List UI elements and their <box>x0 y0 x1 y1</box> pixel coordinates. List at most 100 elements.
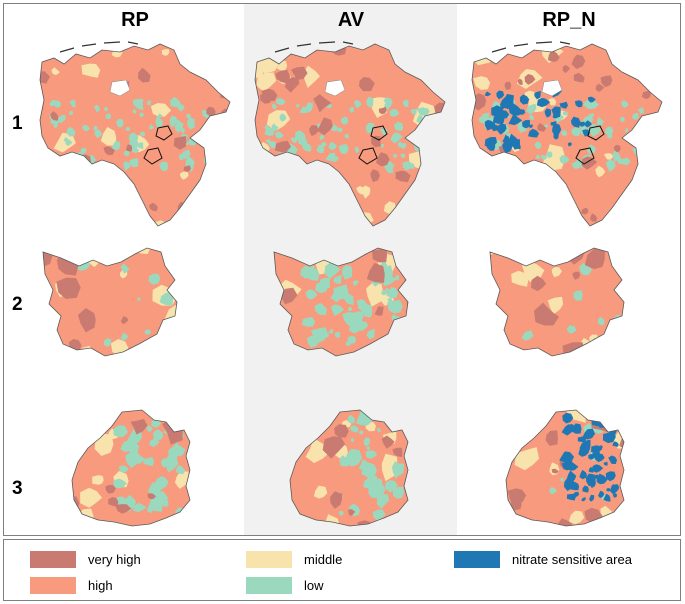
legend-label-very-high: very high <box>88 551 141 567</box>
nitrate-patch <box>562 412 574 424</box>
low-patch <box>146 100 151 106</box>
low-patch <box>125 126 131 131</box>
low-patch <box>93 104 100 113</box>
very-high-patch <box>513 212 526 226</box>
very-high-patch <box>71 199 85 217</box>
low-patch <box>63 137 69 142</box>
very-high-patch <box>80 185 94 199</box>
low-patch <box>129 158 139 168</box>
map-rp-n-3 <box>505 409 640 527</box>
very-high-patch <box>409 522 423 538</box>
low-patch <box>610 421 618 428</box>
very-high-patch <box>56 277 81 299</box>
very-high-patch <box>266 169 278 182</box>
region-outline <box>273 247 409 357</box>
low-patch <box>169 115 178 128</box>
low-patch <box>347 414 356 424</box>
low-patch <box>80 147 87 154</box>
low-patch <box>392 486 404 499</box>
middle-patch <box>551 267 562 278</box>
very-high-patch <box>313 94 332 113</box>
low-patch <box>372 509 386 521</box>
very-high-patch <box>227 75 230 89</box>
map-fill <box>255 44 445 226</box>
low-patch <box>168 414 177 423</box>
low-patch <box>180 127 185 133</box>
middle-patch <box>70 195 93 220</box>
low-patch <box>136 297 141 301</box>
low-patch <box>120 332 129 341</box>
nitrate-patch <box>499 97 512 109</box>
low-patch <box>170 96 181 108</box>
nitrate-patch <box>499 105 505 110</box>
low-patch <box>58 114 67 124</box>
very-high-patch <box>572 271 581 280</box>
low-patch <box>319 134 325 141</box>
middle-patch <box>228 180 230 191</box>
low-patch <box>147 499 163 512</box>
very-high-patch <box>595 83 605 92</box>
low-patch <box>290 137 298 143</box>
very-high-patch <box>285 77 300 93</box>
low-patch <box>49 100 57 107</box>
low-patch <box>333 284 349 301</box>
very-high-patch <box>584 248 606 270</box>
low-patch <box>350 437 355 442</box>
middle-patch <box>366 282 384 307</box>
nitrate-patch <box>567 142 572 147</box>
legend-label-high: high <box>88 577 113 593</box>
very-high-patch <box>534 302 559 326</box>
column-header-rp-n: RP_N <box>542 9 596 31</box>
low-patch <box>331 124 338 132</box>
low-patch <box>176 464 186 475</box>
low-patch <box>521 330 534 341</box>
low-patch <box>402 99 409 108</box>
nitrate-patch <box>498 110 510 119</box>
low-patch <box>120 263 130 274</box>
low-patch <box>393 415 402 422</box>
coastal-islands <box>59 41 139 53</box>
low-patch <box>123 149 130 157</box>
low-patch <box>347 335 357 344</box>
very-high-patch <box>632 506 640 513</box>
low-patch <box>338 144 349 154</box>
low-patch <box>413 129 425 138</box>
low-patch <box>579 164 584 168</box>
very-high-patch <box>501 167 518 184</box>
nitrate-patch <box>528 128 540 138</box>
low-patch <box>324 262 341 279</box>
low-patch <box>264 127 275 136</box>
very-high-patch <box>56 217 66 226</box>
middle-patch <box>652 135 662 152</box>
very-high-patch <box>378 106 387 115</box>
middle-patch <box>381 453 398 482</box>
nitrate-patch <box>587 96 596 103</box>
low-patch <box>592 415 599 421</box>
low-patch <box>581 115 594 125</box>
low-patch <box>128 132 139 143</box>
nitrate-patch <box>552 122 562 136</box>
low-patch <box>149 124 155 130</box>
low-patch <box>296 104 300 108</box>
very-high-patch <box>359 77 375 92</box>
very-high-patch <box>105 484 117 494</box>
low-patch <box>389 108 400 117</box>
map-rp-n-1 <box>471 41 663 227</box>
low-patch <box>365 122 374 133</box>
legend-item-high: high <box>30 575 113 595</box>
very-high-patch <box>322 436 346 459</box>
nitrate-patch <box>522 120 530 129</box>
nitrate-patch <box>603 461 608 466</box>
middle-patch <box>313 485 328 499</box>
low-patch <box>354 146 360 154</box>
legend-label-middle: middle <box>304 551 343 567</box>
low-patch <box>323 332 329 338</box>
very-high-patch <box>580 208 589 215</box>
low-patch <box>540 154 548 160</box>
map-fill <box>43 248 177 356</box>
low-patch <box>376 428 381 433</box>
middle-patch <box>51 67 60 75</box>
legend-swatch-low <box>246 576 292 594</box>
low-patch <box>120 440 131 452</box>
low-patch <box>333 274 342 284</box>
